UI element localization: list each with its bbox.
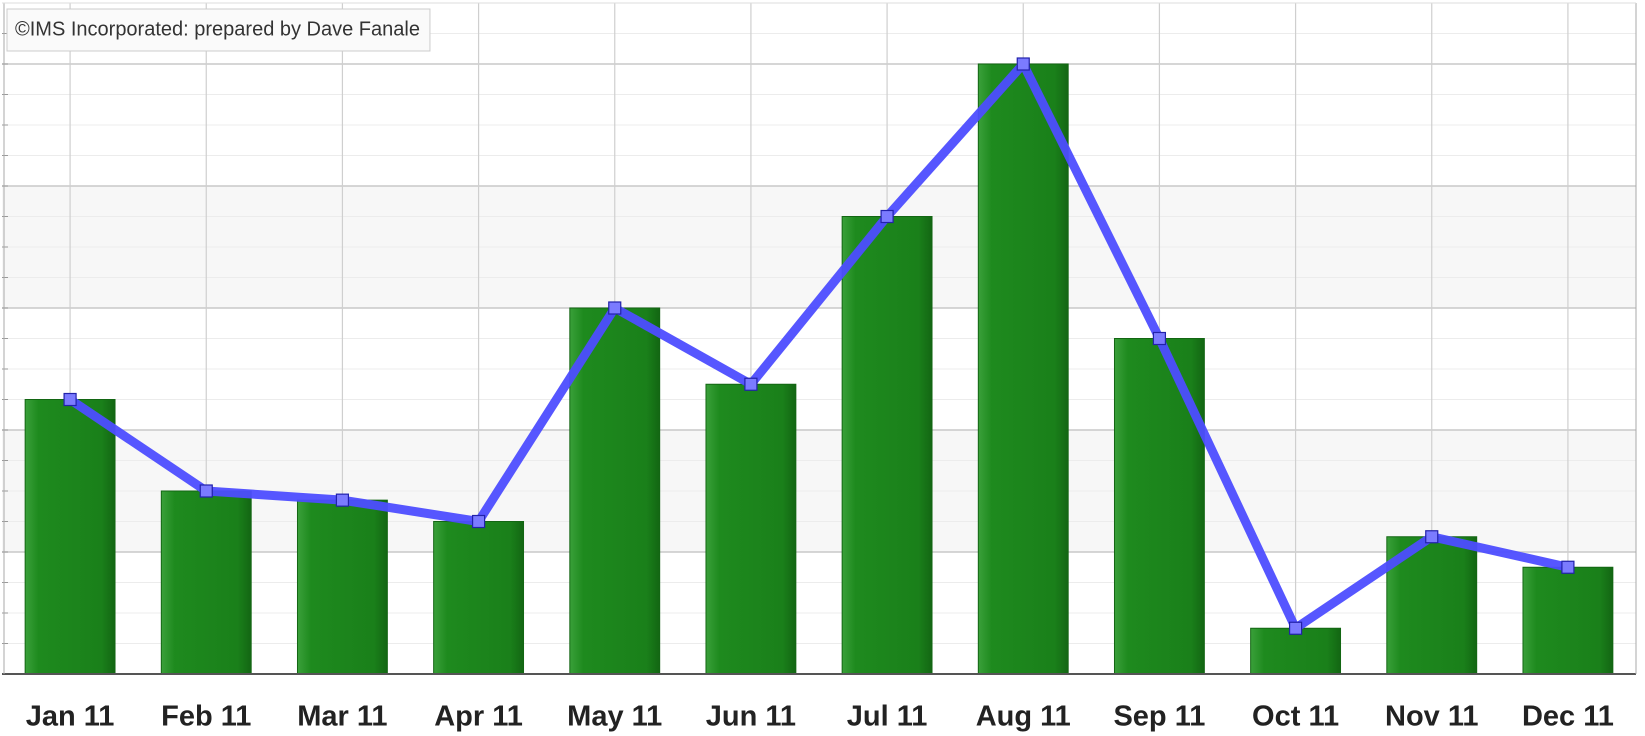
- bar: [1522, 566, 1614, 675]
- x-tick-label: Dec 11: [1522, 701, 1614, 733]
- line-marker: [744, 377, 758, 391]
- line-marker: [471, 514, 486, 529]
- line-marker: [335, 493, 350, 507]
- bar: [1113, 338, 1205, 675]
- x-tick-label: Mar 11: [297, 701, 387, 733]
- bar: [705, 383, 797, 675]
- x-tick-label: Aug 11: [976, 701, 1071, 733]
- bar: [569, 307, 661, 675]
- line: [67, 59, 1569, 633]
- annotation-box: [6, 8, 431, 52]
- bar: [977, 63, 1069, 675]
- bar: [433, 521, 525, 675]
- bar: [841, 216, 933, 675]
- line-marker: [1152, 331, 1167, 346]
- line-marker: [608, 301, 622, 315]
- line-marker: [199, 484, 213, 498]
- line-marker: [880, 209, 894, 224]
- x-tick-label: Sep 11: [1113, 701, 1205, 733]
- line-marker: [63, 392, 77, 407]
- line-marker: [1425, 530, 1439, 544]
- x-tick-label: May 11: [567, 701, 662, 733]
- x-tick-label: Jul 11: [847, 701, 928, 733]
- line-marker: [1561, 560, 1575, 574]
- bar: [1250, 627, 1342, 675]
- x-tick-label: Apr 11: [434, 701, 523, 733]
- x-tick-label: Jun 11: [706, 701, 796, 733]
- x-tick-label: Oct 11: [1252, 701, 1339, 733]
- bar: [160, 490, 252, 675]
- bar: [24, 399, 116, 675]
- line-marker: [1288, 621, 1303, 635]
- x-tick-label: Nov 11: [1385, 701, 1479, 733]
- annotation: ©IMS Incorporated: prepared by Dave Fana…: [15, 18, 420, 40]
- bar: [296, 499, 388, 675]
- x-tick-label: Jan 11: [26, 701, 115, 733]
- line-marker: [1016, 57, 1030, 71]
- x-tick-label: Feb 11: [161, 701, 251, 733]
